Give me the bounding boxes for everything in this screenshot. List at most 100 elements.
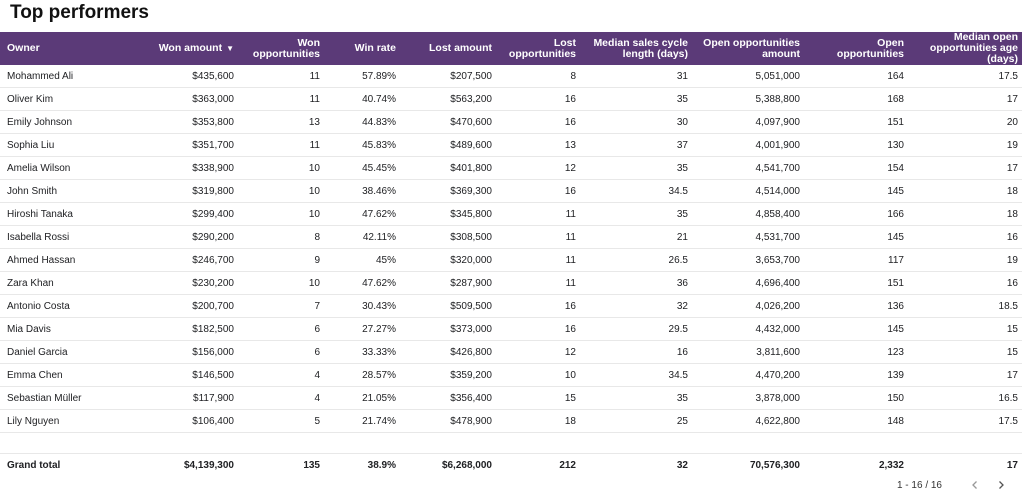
prev-page-button[interactable] [962, 476, 988, 494]
value-cell: 18 [908, 179, 1022, 203]
table-row[interactable]: Hiroshi Tanaka $299,400 10 47.62% $345,800 11… [0, 202, 1022, 226]
value-cell: $290,200 [122, 225, 238, 249]
value-cell: 17 [908, 363, 1022, 387]
value-cell: 13 [496, 133, 580, 157]
owner-cell: Emma Chen [0, 363, 122, 387]
value-cell: 4,097,900 [692, 110, 804, 134]
value-cell: 5,051,000 [692, 65, 804, 88]
value-cell: 16 [908, 225, 1022, 249]
value-cell: 145 [804, 225, 908, 249]
table-row[interactable]: Mohammed Ali $435,600 11 57.89% $207,500 8 31 5… [0, 65, 1022, 88]
value-cell: 28.57% [324, 363, 400, 387]
value-cell: $246,700 [122, 248, 238, 272]
value-cell: 27.27% [324, 317, 400, 341]
empty-cell [804, 432, 908, 454]
total-cell: 212 [559, 460, 576, 471]
value-cell: 10 [496, 363, 580, 387]
column-header-6[interactable]: Median sales cycle length (days) [580, 32, 692, 65]
value-cell: 19 [908, 248, 1022, 272]
value-cell: 6 [238, 340, 324, 364]
value-cell: 57.89% [324, 65, 400, 88]
table-row[interactable]: Ahmed Hassan $246,700 9 45% $320,000 11 26.5 3,… [0, 248, 1022, 272]
sort-desc-icon: ▼ [226, 44, 234, 53]
column-header-1[interactable]: Won amount ▼ [122, 32, 238, 65]
page-range: 1 - 16 / 16 [896, 479, 942, 491]
column-header-7[interactable]: Open opportunities amount [692, 32, 804, 65]
table-row[interactable]: Isabella Rossi $290,200 8 42.11% $308,500 11 2… [0, 225, 1022, 249]
grand-total-label: Grand total [7, 460, 61, 471]
value-cell: 4,026,200 [692, 294, 804, 318]
table-row[interactable]: Zara Khan $230,200 10 47.62% $287,900 11 36 4,6… [0, 271, 1022, 295]
grand-total-row: Grand total $4,139,300 135 38.9% $6,268,000 2… [0, 454, 1022, 478]
value-cell: 25 [580, 409, 692, 433]
performers-table: Owner Won amount ▼ Won opportunities Win rat… [0, 32, 1022, 477]
value-cell: 4 [238, 363, 324, 387]
value-cell: $353,800 [122, 110, 238, 134]
value-cell: 8 [238, 225, 324, 249]
value-cell: 45.45% [324, 156, 400, 180]
value-cell: 33.33% [324, 340, 400, 364]
value-cell: 31 [580, 65, 692, 88]
column-header-4[interactable]: Lost amount [400, 32, 496, 65]
value-cell: 4,432,000 [692, 317, 804, 341]
column-header-0[interactable]: Owner [0, 32, 122, 65]
total-cell: 135 [303, 460, 320, 471]
table-row[interactable]: Sophia Liu $351,700 11 45.83% $489,600 13 37 4,… [0, 133, 1022, 157]
value-cell: $363,000 [122, 87, 238, 111]
value-cell: 151 [804, 110, 908, 134]
owner-cell: Sebastian Müller [0, 386, 122, 410]
column-header-3[interactable]: Win rate [324, 32, 400, 65]
table-row[interactable]: Oliver Kim $363,000 11 40.74% $563,200 16 35 5,… [0, 87, 1022, 111]
next-page-button[interactable] [988, 476, 1014, 494]
table-row[interactable]: Antonio Costa $200,700 7 30.43% $509,500 16 32… [0, 294, 1022, 318]
value-cell: $369,300 [400, 179, 496, 203]
table-row[interactable]: Emily Johnson $353,800 13 44.83% $470,600 16 3… [0, 110, 1022, 134]
value-cell: 11 [238, 87, 324, 111]
table-row[interactable]: Lily Nguyen $106,400 5 21.74% $478,900 18 25 4,… [0, 409, 1022, 433]
empty-cell [692, 432, 804, 454]
column-header-8[interactable]: Open opportunities [804, 32, 908, 65]
column-header-2[interactable]: Won opportunities [238, 32, 324, 65]
value-cell: 35 [580, 87, 692, 111]
value-cell: 7 [238, 294, 324, 318]
table-row[interactable]: Mia Davis $182,500 6 27.27% $373,000 16 29.5 4,… [0, 317, 1022, 341]
value-cell: 148 [804, 409, 908, 433]
total-cell: 32 [676, 460, 688, 471]
page-title: Top performers [10, 2, 150, 23]
value-cell: 5 [238, 409, 324, 433]
value-cell: $207,500 [400, 65, 496, 88]
value-cell: 16 [908, 271, 1022, 295]
value-cell: 145 [804, 317, 908, 341]
value-cell: 35 [580, 386, 692, 410]
table-row[interactable]: John Smith $319,800 10 38.46% $369,300 16 34.5… [0, 179, 1022, 203]
table-row[interactable]: Sebastian Müller $117,900 4 21.05% $356,400 1… [0, 386, 1022, 410]
total-cell: 38.9% [367, 460, 396, 471]
spacer-row [0, 432, 1022, 454]
owner-cell: Lily Nguyen [0, 409, 122, 433]
value-cell: 16.5 [908, 386, 1022, 410]
column-header-label: Won amount [158, 42, 223, 54]
value-cell: 35 [580, 156, 692, 180]
value-cell: 10 [238, 271, 324, 295]
column-header-5[interactable]: Lost opportunities [496, 32, 580, 65]
column-header-9[interactable]: Median open opportunities age (days) [908, 32, 1022, 65]
value-cell: 5,388,800 [692, 87, 804, 111]
table-row[interactable]: Emma Chen $146,500 4 28.57% $359,200 10 34.5 4,… [0, 363, 1022, 387]
value-cell: 26.5 [580, 248, 692, 272]
column-header-label: Win rate [354, 42, 396, 54]
value-cell: $478,900 [400, 409, 496, 433]
value-cell: $117,900 [122, 386, 238, 410]
value-cell: $401,800 [400, 156, 496, 180]
column-header-label: Owner [7, 42, 40, 54]
table-row[interactable]: Amelia Wilson $338,900 10 45.45% $401,800 12 3… [0, 156, 1022, 180]
value-cell: 18.5 [908, 294, 1022, 318]
value-cell: 16 [496, 87, 580, 111]
value-cell: 30 [580, 110, 692, 134]
value-cell: 11 [496, 271, 580, 295]
value-cell: $146,500 [122, 363, 238, 387]
owner-cell: Zara Khan [0, 271, 122, 295]
owner-cell: Oliver Kim [0, 87, 122, 111]
value-cell: 21.05% [324, 386, 400, 410]
value-cell: 10 [238, 202, 324, 226]
table-row[interactable]: Daniel Garcia $156,000 6 33.33% $426,800 12 16… [0, 340, 1022, 364]
